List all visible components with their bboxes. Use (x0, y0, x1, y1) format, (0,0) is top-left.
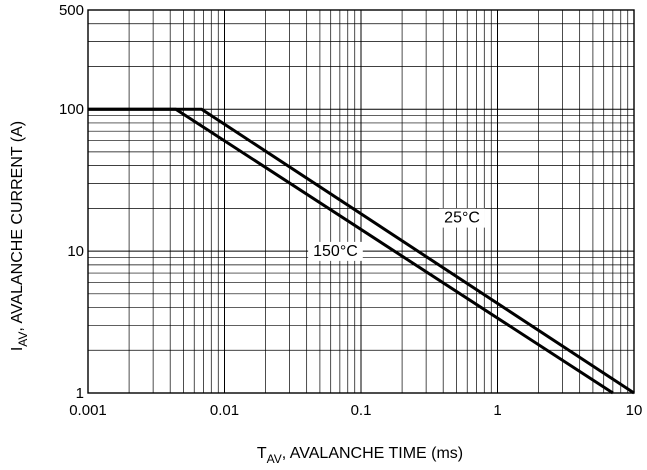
series-annotation: 150°C (308, 241, 363, 261)
y-tick-label: 500 (59, 2, 84, 19)
x-tick-labels: 0.001 0.01 0.1 1 10 (69, 402, 642, 419)
annotation-bg (308, 241, 363, 261)
x-tick-label: 0.01 (210, 402, 239, 419)
x-axis-title-main: T (257, 445, 267, 462)
y-axis-title-main: I (9, 347, 26, 351)
y-tick-label: 1 (76, 385, 84, 402)
x-tick-label: 0.001 (69, 402, 107, 419)
series-annotation: 25°C (439, 208, 485, 228)
x-axis-title-rest: , AVALANCHE TIME (ms) (282, 445, 463, 462)
series-lines (88, 107, 635, 395)
x-tick-label: 1 (493, 402, 501, 419)
x-axis-title-sub: AV (267, 452, 282, 466)
annotations: 25°C 150°C (308, 208, 485, 261)
annotation-label: 25°C (444, 210, 480, 227)
annotation-label: 150°C (313, 243, 358, 260)
x-axis-title: TAV, AVALANCHE TIME (ms) (257, 445, 463, 466)
y-axis-title-sub: AV (16, 332, 30, 347)
plot-area-frame (87, 9, 635, 394)
grid (87, 9, 634, 394)
y-axis-title: IAV, AVALANCHE CURRENT (A) (9, 121, 30, 351)
y-axis-title-rest: , AVALANCHE CURRENT (A) (9, 121, 26, 332)
y-tick-labels: 1 10 100 500 (59, 2, 84, 402)
y-tick-label: 10 (67, 243, 84, 260)
series-line-150c (88, 107, 614, 395)
y-tick-label: 100 (59, 101, 84, 118)
annotation-bg (439, 208, 485, 228)
x-tick-label: 0.1 (351, 402, 372, 419)
x-tick-label: 10 (626, 402, 643, 419)
